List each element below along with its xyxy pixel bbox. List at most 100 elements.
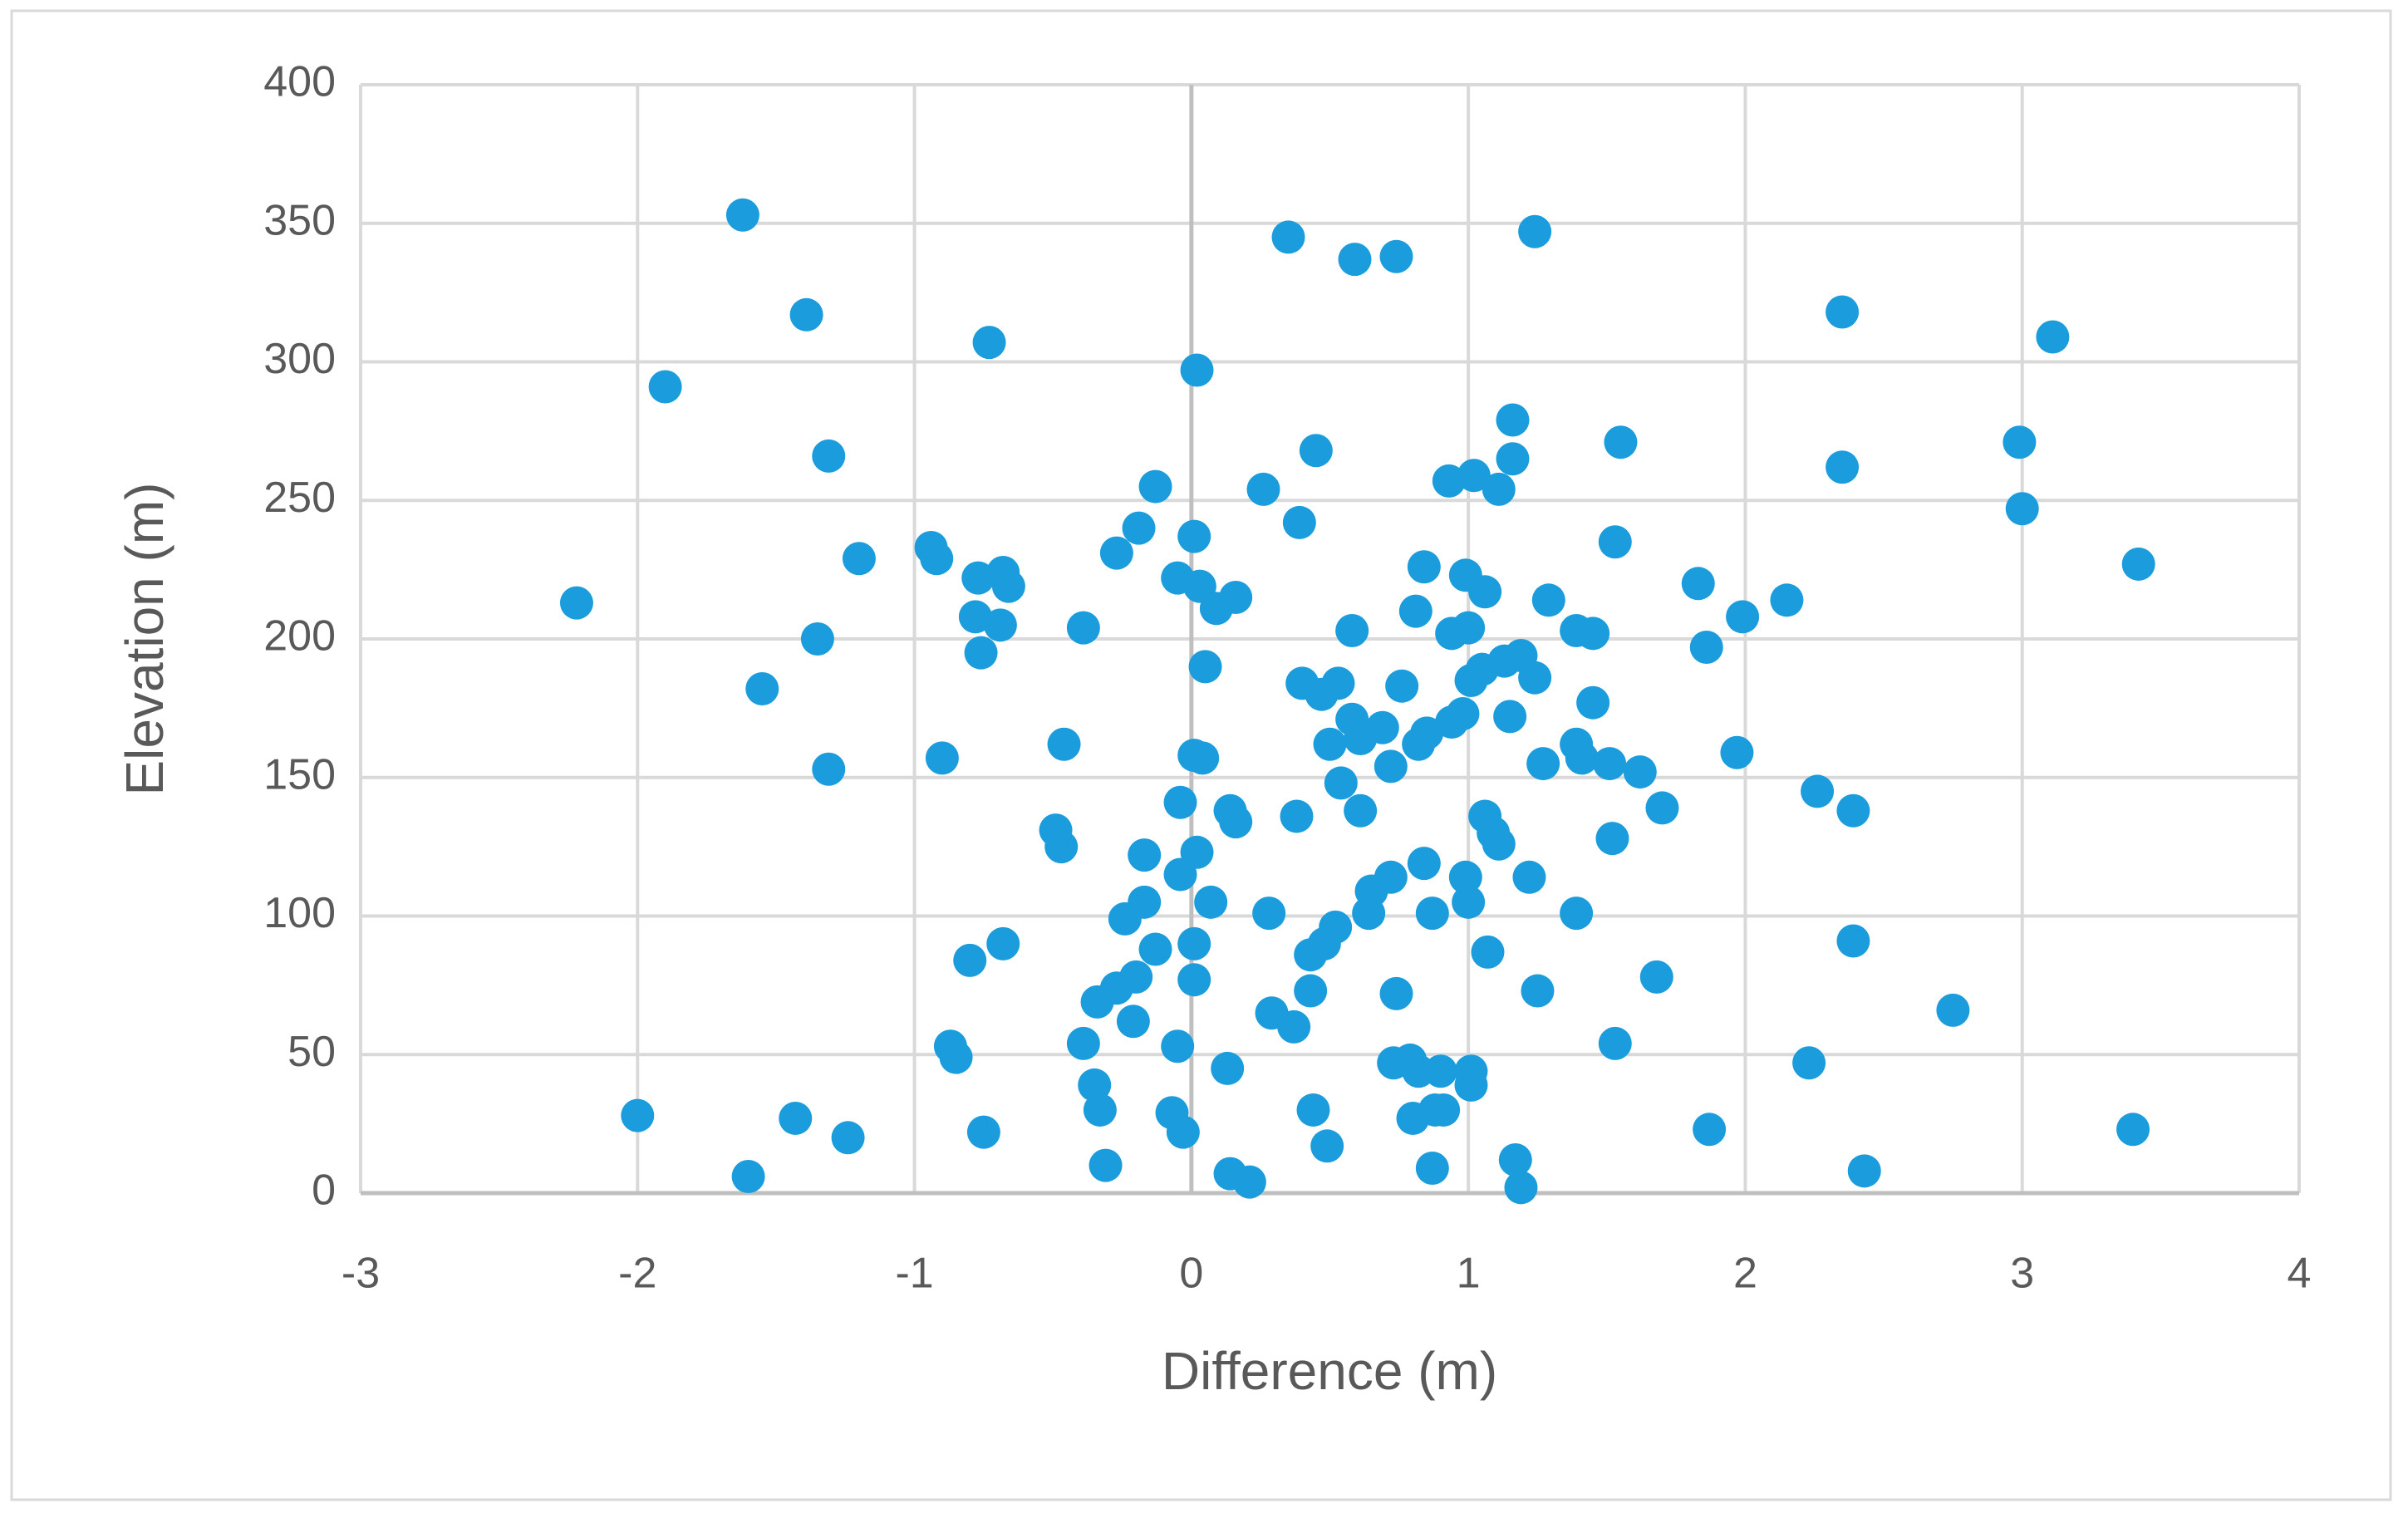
- point: [1374, 749, 1408, 784]
- point: [559, 586, 593, 620]
- point: [1415, 897, 1449, 931]
- point: [1296, 1093, 1330, 1127]
- point: [1163, 857, 1197, 892]
- point: [1335, 613, 1369, 647]
- point: [1246, 472, 1280, 506]
- point: [1432, 464, 1466, 498]
- point: [789, 297, 823, 332]
- y-tick-label: 100: [263, 889, 336, 937]
- point: [1138, 932, 1172, 966]
- point: [1448, 860, 1482, 894]
- point: [800, 622, 834, 656]
- point: [1116, 1005, 1150, 1039]
- point: [1047, 727, 1081, 761]
- x-tick-label: 0: [1179, 1250, 1203, 1298]
- point: [1313, 727, 1347, 761]
- point: [1163, 785, 1197, 819]
- point: [1847, 1154, 1881, 1188]
- point: [991, 569, 1025, 603]
- point: [1119, 960, 1153, 994]
- point: [1521, 974, 1555, 1008]
- x-tick-label: -1: [895, 1250, 933, 1298]
- point: [1180, 353, 1214, 387]
- point: [1681, 567, 1715, 601]
- point: [1531, 583, 1565, 617]
- point: [1186, 741, 1220, 775]
- x-tick-label: 3: [2010, 1250, 2034, 1298]
- point: [1623, 755, 1657, 789]
- point: [986, 926, 1020, 960]
- point: [1280, 799, 1314, 833]
- point: [1693, 1113, 1727, 1147]
- x-tick-label: 4: [2288, 1250, 2312, 1298]
- x-tick-label: -3: [342, 1250, 380, 1298]
- point: [1177, 519, 1211, 553]
- point: [1252, 897, 1286, 931]
- point: [1423, 1054, 1457, 1088]
- x-tick-label: -2: [618, 1250, 656, 1298]
- point: [1526, 747, 1560, 781]
- point: [1321, 666, 1355, 700]
- point: [1396, 1101, 1430, 1135]
- point: [1138, 469, 1172, 504]
- point: [1565, 741, 1599, 775]
- point: [1407, 847, 1441, 881]
- point: [920, 542, 954, 576]
- point: [1496, 403, 1530, 437]
- point: [953, 943, 987, 977]
- point: [2003, 425, 2037, 459]
- point: [1282, 505, 1316, 539]
- point: [966, 1115, 1000, 1149]
- point: [1518, 661, 1552, 695]
- point: [1089, 1148, 1123, 1182]
- x-tick-label: 1: [1457, 1250, 1481, 1298]
- point: [1099, 536, 1133, 570]
- point: [1726, 600, 1760, 634]
- point: [648, 370, 682, 404]
- point: [1560, 897, 1594, 931]
- point: [1593, 747, 1627, 781]
- y-tick-label: 250: [263, 474, 336, 522]
- point: [1468, 575, 1502, 609]
- point: [1936, 993, 1970, 1027]
- point: [1177, 926, 1211, 960]
- point: [1385, 669, 1419, 703]
- point: [1576, 685, 1610, 720]
- point: [1211, 1051, 1245, 1085]
- point: [1177, 963, 1211, 997]
- point: [1639, 960, 1673, 994]
- point: [812, 752, 846, 786]
- point: [1379, 976, 1413, 1010]
- point: [1598, 1026, 1632, 1060]
- point: [1826, 450, 1860, 484]
- point: [745, 672, 779, 706]
- point: [1324, 766, 1358, 800]
- point: [1161, 1029, 1195, 1064]
- point: [1446, 697, 1480, 731]
- point: [621, 1098, 655, 1132]
- point: [1452, 885, 1486, 919]
- point: [1454, 1068, 1488, 1102]
- point: [1493, 700, 1527, 734]
- point: [972, 326, 1006, 360]
- point: [1689, 631, 1723, 665]
- point: [1166, 1115, 1200, 1149]
- y-tick-label: 50: [287, 1028, 336, 1076]
- point: [1344, 722, 1378, 756]
- y-tick-label: 150: [263, 750, 336, 798]
- point: [1645, 791, 1679, 825]
- point: [842, 542, 876, 576]
- point: [725, 198, 759, 232]
- y-tick-label: 0: [312, 1167, 336, 1215]
- point: [1826, 295, 1860, 329]
- x-axis-title: Difference (m): [1162, 1341, 1497, 1401]
- point: [1310, 1129, 1344, 1163]
- y-axis-title: Elevation (m): [115, 483, 174, 796]
- point: [1083, 1093, 1117, 1127]
- point: [1294, 974, 1328, 1008]
- point: [1576, 616, 1610, 651]
- point: [1078, 1068, 1112, 1102]
- point: [1108, 901, 1142, 936]
- point: [1344, 793, 1378, 828]
